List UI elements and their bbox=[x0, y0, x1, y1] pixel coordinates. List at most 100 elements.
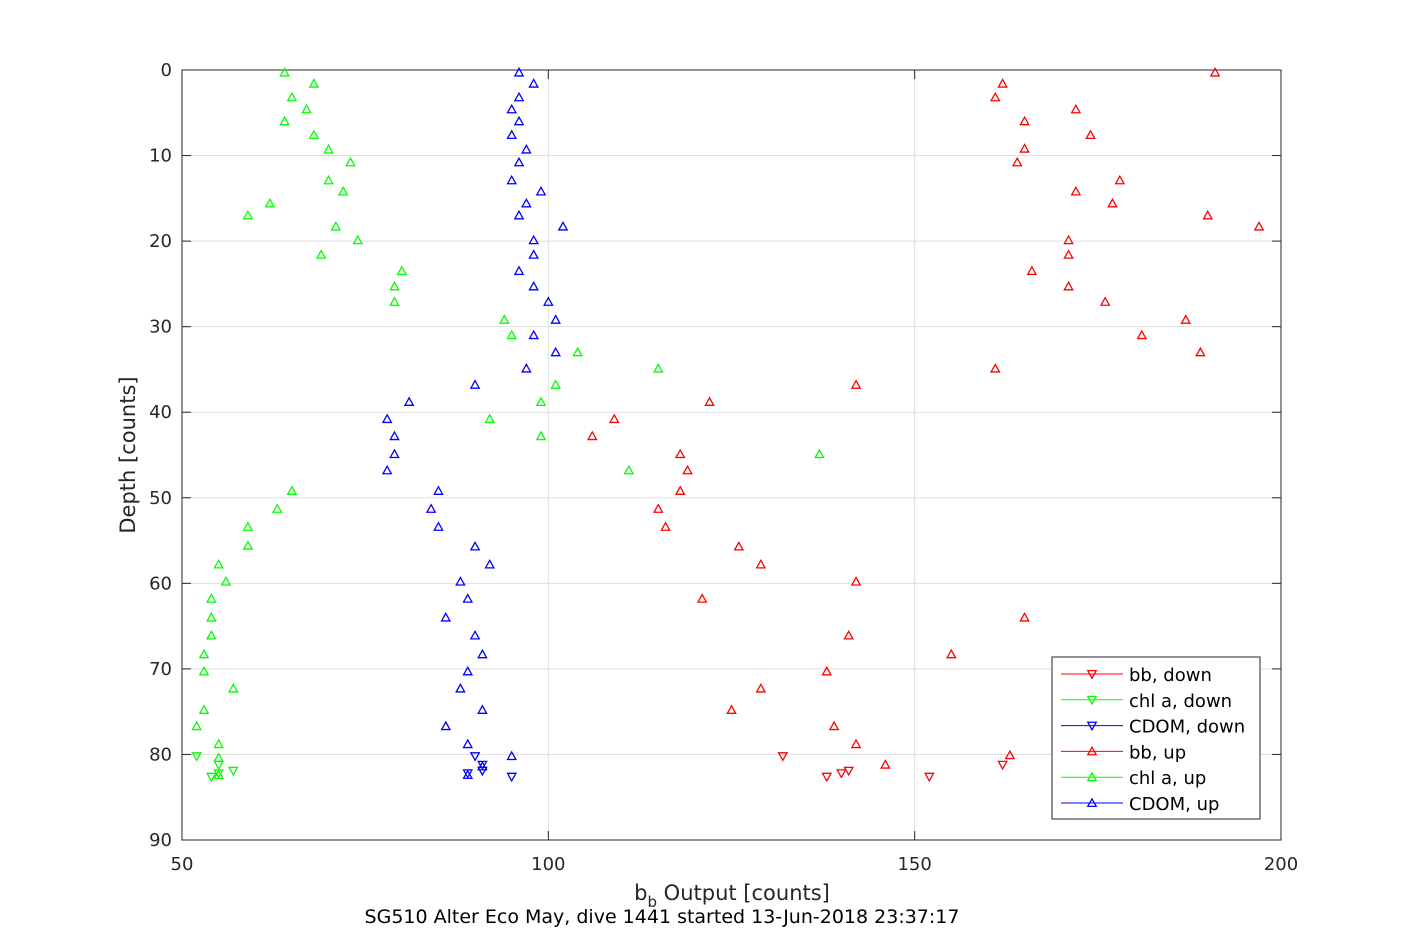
y-tick-label: 90 bbox=[149, 830, 172, 851]
data-point bbox=[1253, 221, 1265, 231]
data-point bbox=[191, 752, 202, 762]
data-point bbox=[469, 752, 481, 762]
data-point bbox=[821, 772, 833, 783]
data-point bbox=[1063, 234, 1074, 245]
data-point bbox=[528, 249, 539, 259]
series-cdom-up bbox=[381, 67, 569, 779]
data-point bbox=[1202, 209, 1214, 220]
data-point bbox=[403, 396, 415, 406]
data-point bbox=[1099, 296, 1111, 306]
data-point bbox=[674, 485, 686, 495]
data-points bbox=[191, 67, 1265, 783]
data-point bbox=[989, 363, 1001, 373]
data-point bbox=[330, 221, 342, 231]
legend: bb, down chl a, down CDOM, down bb, up chl a… bbox=[1051, 656, 1261, 820]
data-point bbox=[191, 720, 202, 731]
data-point bbox=[477, 648, 488, 659]
x-axis-label-subscript: b bbox=[647, 893, 657, 911]
data-point bbox=[389, 430, 400, 441]
data-point bbox=[440, 720, 452, 731]
data-point bbox=[198, 704, 210, 714]
data-point bbox=[469, 541, 481, 551]
data-point bbox=[513, 265, 525, 276]
x-tick-label: 200 bbox=[1264, 854, 1298, 875]
data-point bbox=[535, 430, 547, 441]
data-point bbox=[704, 396, 715, 406]
series-bb-up bbox=[586, 67, 1265, 769]
data-point bbox=[528, 329, 539, 340]
data-point bbox=[323, 144, 334, 154]
data-point bbox=[315, 249, 327, 259]
legend-label: CDOM, up bbox=[1129, 794, 1219, 815]
data-point bbox=[513, 91, 525, 102]
series-bb-down bbox=[777, 752, 1008, 783]
data-point bbox=[850, 738, 862, 749]
data-point bbox=[1136, 329, 1148, 340]
data-point bbox=[535, 185, 547, 196]
data-point bbox=[521, 144, 532, 154]
legend-label: chl a, down bbox=[1129, 691, 1232, 712]
data-point bbox=[652, 503, 664, 513]
x-axis-label-main: b bbox=[634, 881, 647, 905]
data-point bbox=[227, 683, 239, 693]
data-point bbox=[506, 129, 518, 140]
data-point bbox=[213, 558, 224, 569]
data-point bbox=[1063, 280, 1074, 291]
data-point bbox=[455, 683, 466, 693]
legend-label: bb, up bbox=[1129, 742, 1186, 763]
data-point bbox=[469, 379, 481, 389]
data-point bbox=[213, 769, 224, 779]
data-point bbox=[513, 67, 525, 77]
data-point bbox=[997, 78, 1008, 88]
data-point bbox=[528, 78, 539, 88]
data-point bbox=[440, 612, 452, 622]
legend-marker bbox=[1086, 721, 1098, 732]
data-point bbox=[1070, 103, 1082, 114]
x-tick-label: 150 bbox=[897, 854, 931, 875]
data-point bbox=[521, 197, 532, 208]
data-point bbox=[528, 280, 539, 291]
data-point bbox=[506, 103, 518, 114]
axis-ticks: 50 100 150 200 0 10 20 30 40 50 60 70 80 90 bbox=[149, 60, 1298, 875]
data-point bbox=[220, 576, 232, 586]
data-point bbox=[381, 413, 393, 424]
data-point bbox=[206, 612, 217, 622]
x-tick-label: 50 bbox=[171, 854, 194, 875]
data-point bbox=[469, 629, 481, 640]
data-point bbox=[389, 280, 400, 291]
data-point bbox=[396, 265, 408, 276]
y-tick-label: 30 bbox=[149, 317, 172, 338]
data-point bbox=[213, 752, 224, 762]
data-point bbox=[1019, 143, 1030, 153]
data-point bbox=[286, 91, 298, 102]
plot-frame bbox=[181, 69, 1282, 841]
data-point bbox=[535, 396, 547, 406]
data-point bbox=[308, 129, 320, 140]
data-point bbox=[777, 752, 789, 762]
x-axis-label-rest: Output [counts] bbox=[657, 881, 830, 905]
data-point bbox=[1026, 265, 1038, 276]
data-point bbox=[477, 766, 488, 777]
legend-label: bb, down bbox=[1129, 665, 1212, 686]
data-point bbox=[850, 379, 862, 389]
data-point bbox=[301, 103, 312, 114]
y-tick-label: 60 bbox=[149, 573, 172, 594]
data-point bbox=[484, 558, 496, 569]
data-point bbox=[828, 720, 840, 731]
data-point bbox=[1063, 249, 1074, 259]
y-tick-label: 20 bbox=[149, 231, 172, 252]
data-point bbox=[506, 329, 518, 340]
data-point bbox=[924, 772, 935, 783]
data-point bbox=[198, 665, 210, 676]
data-point bbox=[279, 115, 290, 126]
data-point bbox=[682, 464, 693, 475]
data-point bbox=[499, 314, 510, 324]
data-point bbox=[337, 185, 349, 196]
data-point bbox=[206, 593, 217, 603]
data-point bbox=[242, 209, 254, 220]
data-point bbox=[323, 174, 334, 185]
data-point bbox=[1011, 156, 1023, 167]
data-point bbox=[242, 521, 254, 531]
data-point bbox=[814, 448, 825, 459]
